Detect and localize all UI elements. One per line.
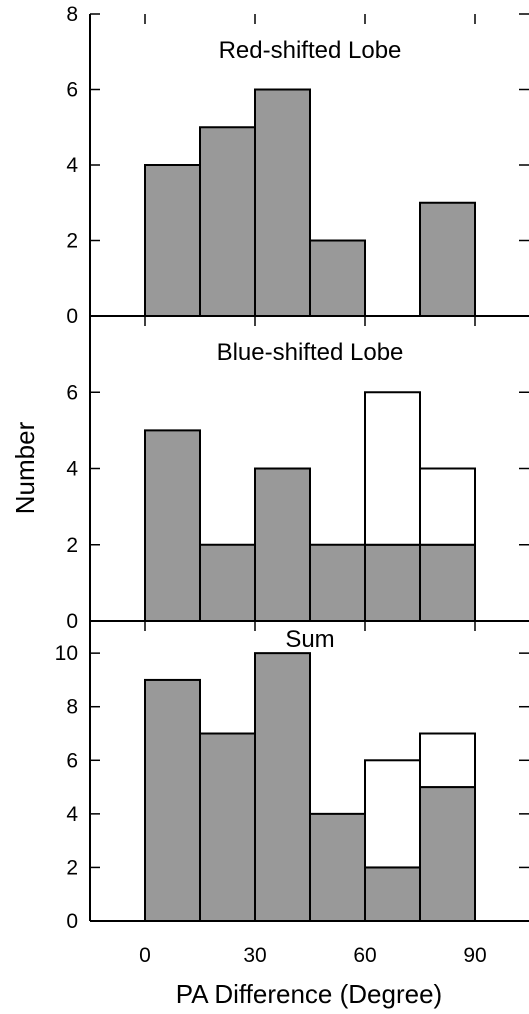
bar-filled bbox=[199, 732, 256, 922]
x-tick-label: 90 bbox=[463, 944, 486, 967]
panel-2: 0 2 4 6 Blue-shifted Lobe bbox=[66, 316, 529, 633]
bar-open bbox=[364, 391, 421, 546]
bar-open bbox=[419, 732, 476, 789]
y-tick-label: 4 bbox=[66, 803, 78, 826]
x-tick-label: 30 bbox=[243, 944, 266, 967]
bar-open bbox=[419, 467, 476, 546]
panels-layer: 0 2 4 6 8 Red-shifted Lobe 0 2 4 6 Blue-shifted Lo… bbox=[55, 3, 529, 967]
bar-filled bbox=[254, 88, 311, 317]
y-tick-label: 0 bbox=[66, 305, 78, 328]
bar-filled bbox=[199, 126, 256, 317]
panel-title: Blue-shifted Lobe bbox=[217, 339, 404, 366]
bar-filled bbox=[309, 239, 366, 317]
y-tick-label: 8 bbox=[66, 3, 78, 26]
y-tick-label: 0 bbox=[66, 910, 78, 933]
y-tick-label: 0 bbox=[66, 610, 78, 633]
bar-filled bbox=[144, 678, 201, 923]
panel-title: Red-shifted Lobe bbox=[219, 37, 402, 64]
y-tick-label: 2 bbox=[66, 856, 78, 879]
x-tick-label: 60 bbox=[353, 944, 376, 967]
bar-filled bbox=[144, 164, 201, 317]
bar-filled bbox=[364, 543, 421, 622]
y-tick-label: 2 bbox=[66, 230, 78, 253]
x-axis-title: PA Difference (Degree) bbox=[176, 979, 442, 1009]
panel-1: 0 2 4 6 8 Red-shifted Lobe bbox=[66, 3, 529, 328]
bar-filled bbox=[144, 429, 201, 622]
bar-filled bbox=[419, 786, 476, 922]
bar-filled bbox=[419, 543, 476, 622]
bar-filled bbox=[199, 543, 256, 622]
y-tick-label: 4 bbox=[66, 458, 78, 481]
y-tick-label: 4 bbox=[66, 154, 78, 177]
y-tick-label: 10 bbox=[55, 642, 78, 665]
y-tick-label: 6 bbox=[66, 79, 78, 102]
bar-filled bbox=[419, 201, 476, 317]
panel-title: Sum bbox=[285, 626, 334, 653]
bar-filled bbox=[309, 543, 366, 622]
bar-open bbox=[364, 759, 421, 869]
bar-filled bbox=[254, 652, 311, 923]
panel-3: 0 2 4 6 8 10 Sum bbox=[55, 621, 529, 933]
y-axis-title: Number bbox=[10, 421, 40, 514]
bar-filled bbox=[364, 866, 421, 923]
y-tick-label: 2 bbox=[66, 534, 78, 557]
y-tick-label: 6 bbox=[66, 749, 78, 772]
x-tick-label: 0 bbox=[139, 944, 151, 967]
y-tick-label: 6 bbox=[66, 381, 78, 404]
bar-filled bbox=[254, 467, 311, 622]
bar-filled bbox=[309, 812, 366, 922]
y-tick-label: 8 bbox=[66, 696, 78, 719]
